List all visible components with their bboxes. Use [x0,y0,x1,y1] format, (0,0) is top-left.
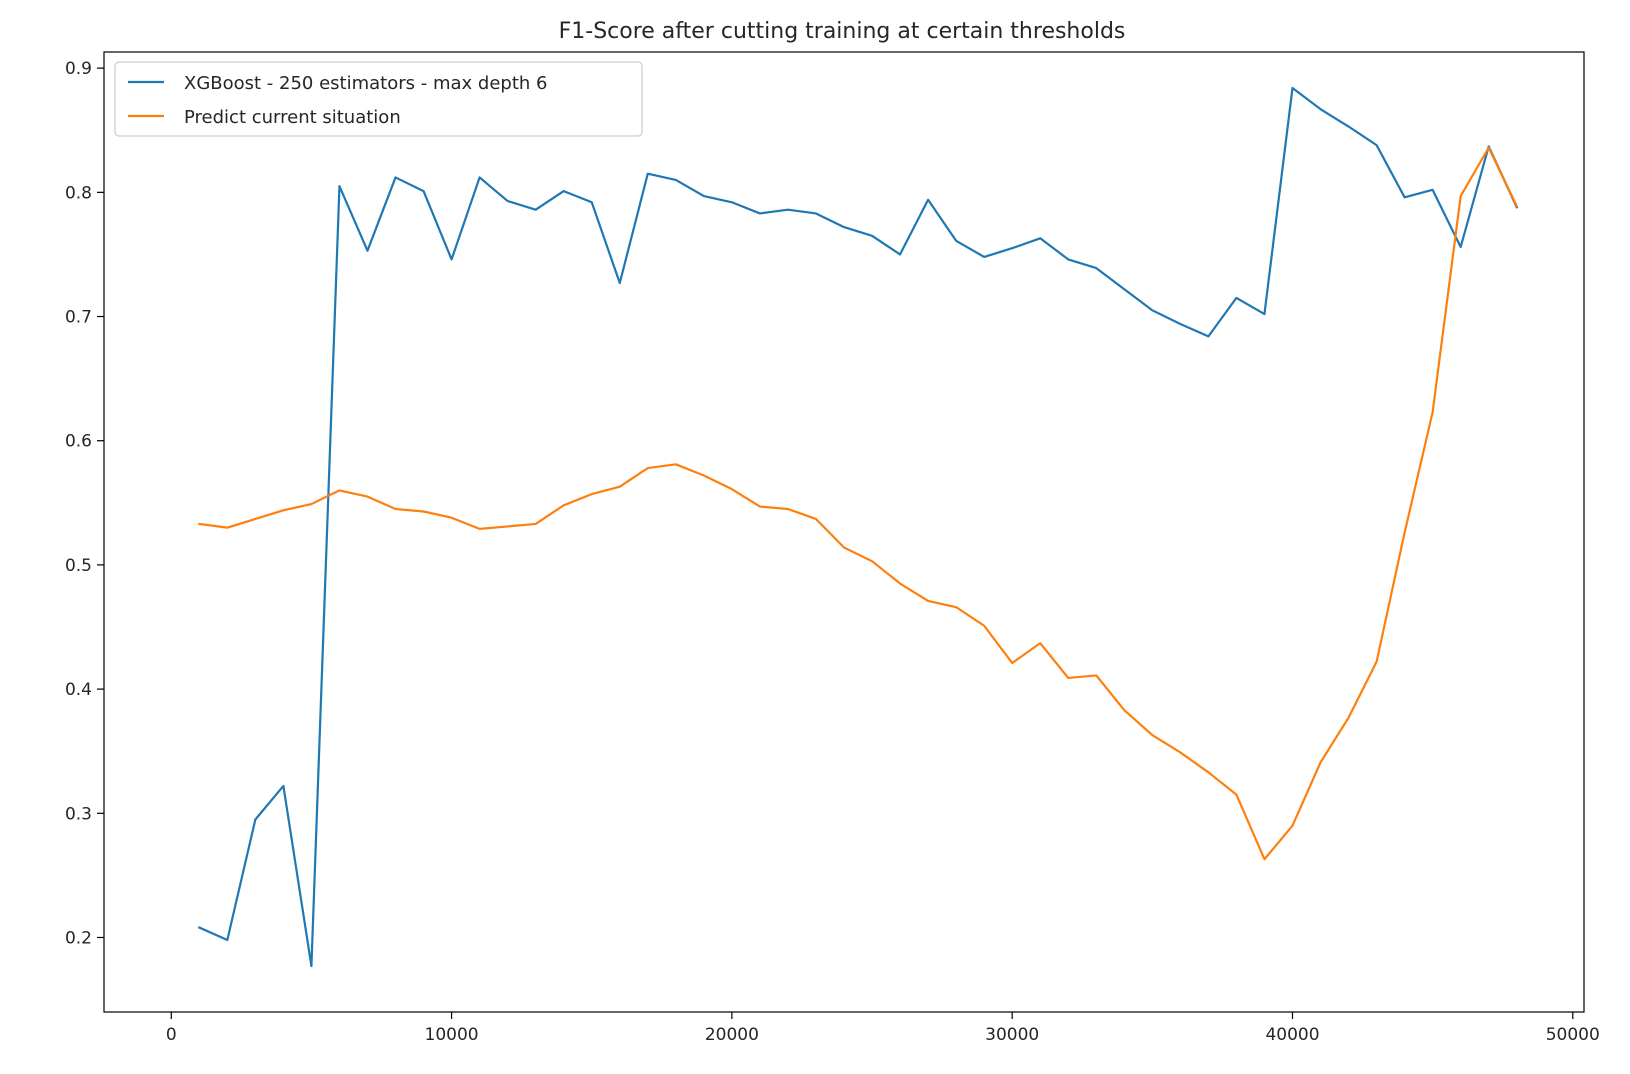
y-tick-label: 0.9 [65,59,92,79]
x-tick-label: 20000 [705,1025,759,1045]
y-tick-label: 0.4 [65,680,92,700]
x-tick-label: 10000 [425,1025,479,1045]
x-tick-label: 30000 [985,1025,1039,1045]
series-line-2 [198,146,1519,861]
axes-frame [103,51,1585,1013]
legend: XGBoost - 250 estimators - max depth 6 Pr… [114,61,643,137]
y-tick-label: 0.3 [65,804,92,824]
chart-title: F1-Score after cutting training at certa… [559,19,1126,44]
legend-box [114,61,643,137]
y-tick-label: 0.7 [65,308,92,328]
series-line-1 [197,86,1519,968]
y-tick-label: 0.6 [65,432,92,452]
legend-label-1: XGBoost - 250 estimators - max depth 6 [184,73,547,94]
x-tick-label: 40000 [1265,1025,1319,1045]
y-tick-label: 0.8 [65,183,92,203]
legend-label-2: Predict current situation [184,107,401,128]
y-tick-label: 0.5 [65,556,92,576]
y-tick-label: 0.2 [65,928,92,948]
plot-area [197,86,1519,968]
x-tick-label: 0 [166,1025,177,1045]
x-tick-label: 50000 [1546,1025,1600,1045]
axes: 0 10000 20000 30000 40000 50000 0.2 0.3 0.4 0.5 0.… [65,51,1600,1045]
